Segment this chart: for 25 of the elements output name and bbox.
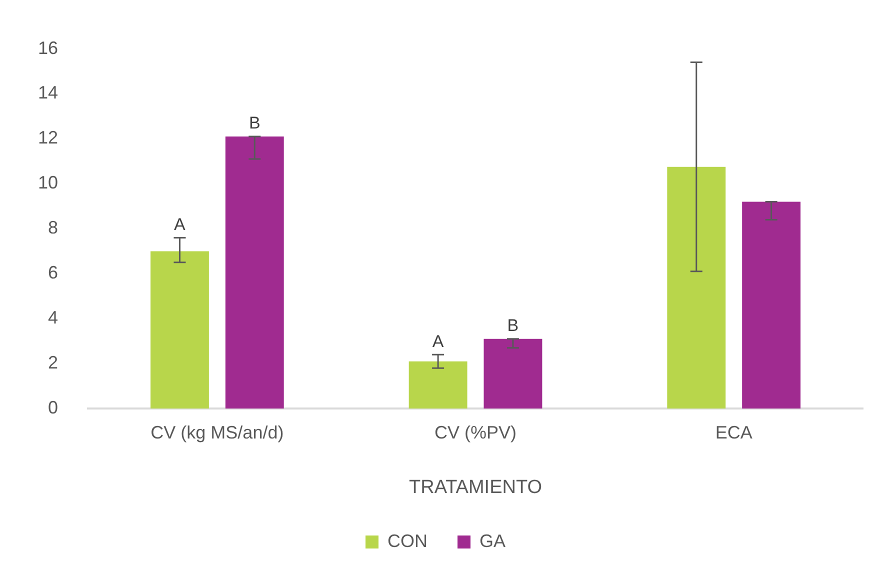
bar (667, 166, 726, 409)
data-label: B (507, 316, 519, 336)
bar (150, 251, 209, 409)
data-label: A (432, 332, 444, 351)
x-tick-label: CV (%PV) (434, 422, 517, 442)
y-tick-label: 8 (48, 218, 58, 238)
y-tick-label: 16 (38, 38, 58, 58)
bar (742, 202, 801, 409)
legend-label: CON (387, 530, 428, 551)
bar (484, 338, 542, 409)
x-tick-label: ECA (715, 422, 752, 442)
y-tick-label: 6 (48, 262, 58, 283)
bar (225, 136, 284, 409)
legend-label: GA (479, 530, 506, 551)
y-tick-label: 14 (38, 82, 58, 103)
y-tick-label: 10 (38, 172, 58, 193)
y-tick-label: 12 (38, 128, 58, 148)
y-tick-label: 0 (48, 398, 58, 418)
x-axis-title: TRATAMIENTO (409, 476, 542, 498)
data-label: A (174, 214, 186, 234)
data-label: B (248, 114, 260, 133)
x-tick-label: CV (kg MS/an/d) (150, 422, 284, 442)
bar (408, 361, 468, 409)
y-tick-label: 2 (48, 352, 58, 373)
y-tick-label: 4 (48, 308, 58, 328)
